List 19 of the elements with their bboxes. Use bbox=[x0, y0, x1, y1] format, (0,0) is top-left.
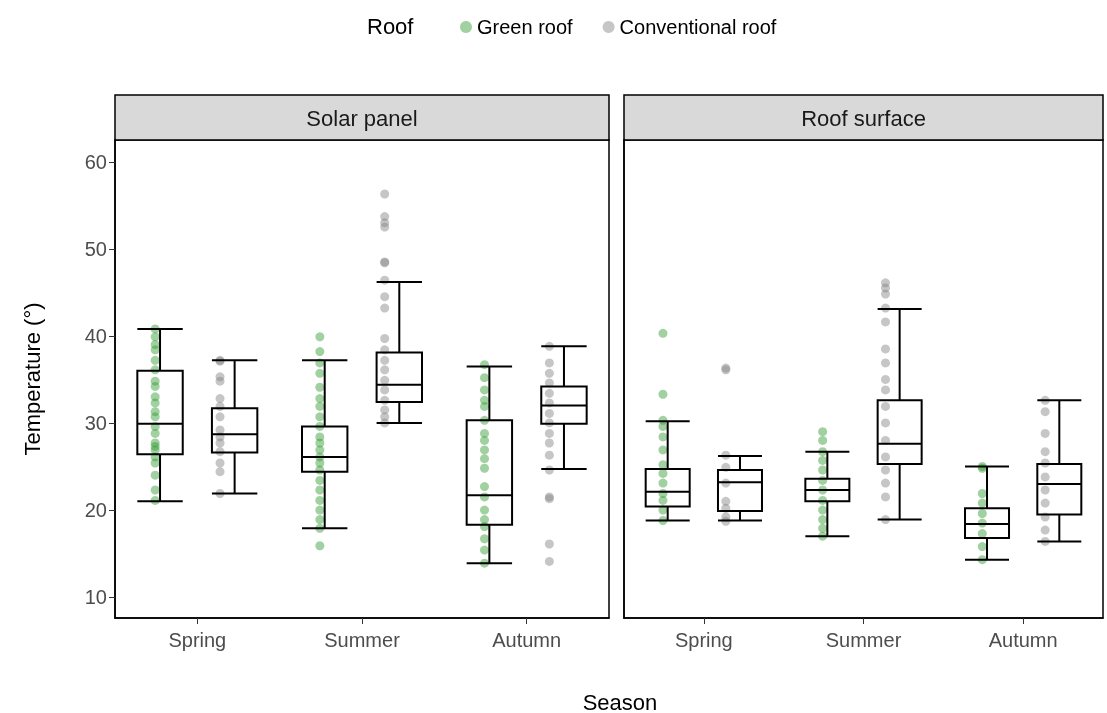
y-axis-title: Temperature (°) bbox=[19, 302, 45, 456]
x-tick-label: Autumn bbox=[988, 629, 1058, 651]
y-tick-label: 20 bbox=[84, 499, 107, 522]
chart-title: Solar panel bbox=[306, 105, 418, 131]
y-tick-label: 60 bbox=[84, 150, 107, 173]
x-axis-title: Season bbox=[582, 689, 658, 713]
legend-title: Roof bbox=[367, 13, 415, 39]
y-tick-label: 40 bbox=[84, 324, 107, 347]
legend-label: Green roof bbox=[477, 16, 574, 38]
x-tick-label: Spring bbox=[674, 629, 733, 651]
x-tick-label: Spring bbox=[168, 629, 227, 651]
x-tick-label: Summer bbox=[324, 629, 401, 651]
y-tick-label: 50 bbox=[84, 237, 107, 260]
chart-title: Roof surface bbox=[801, 105, 926, 131]
y-tick-label: 10 bbox=[84, 586, 107, 609]
x-tick-label: Autumn bbox=[492, 629, 562, 651]
x-tick-label: Summer bbox=[825, 629, 902, 651]
y-tick-label: 30 bbox=[84, 411, 107, 434]
legend-label: Conventional roof bbox=[619, 16, 777, 38]
